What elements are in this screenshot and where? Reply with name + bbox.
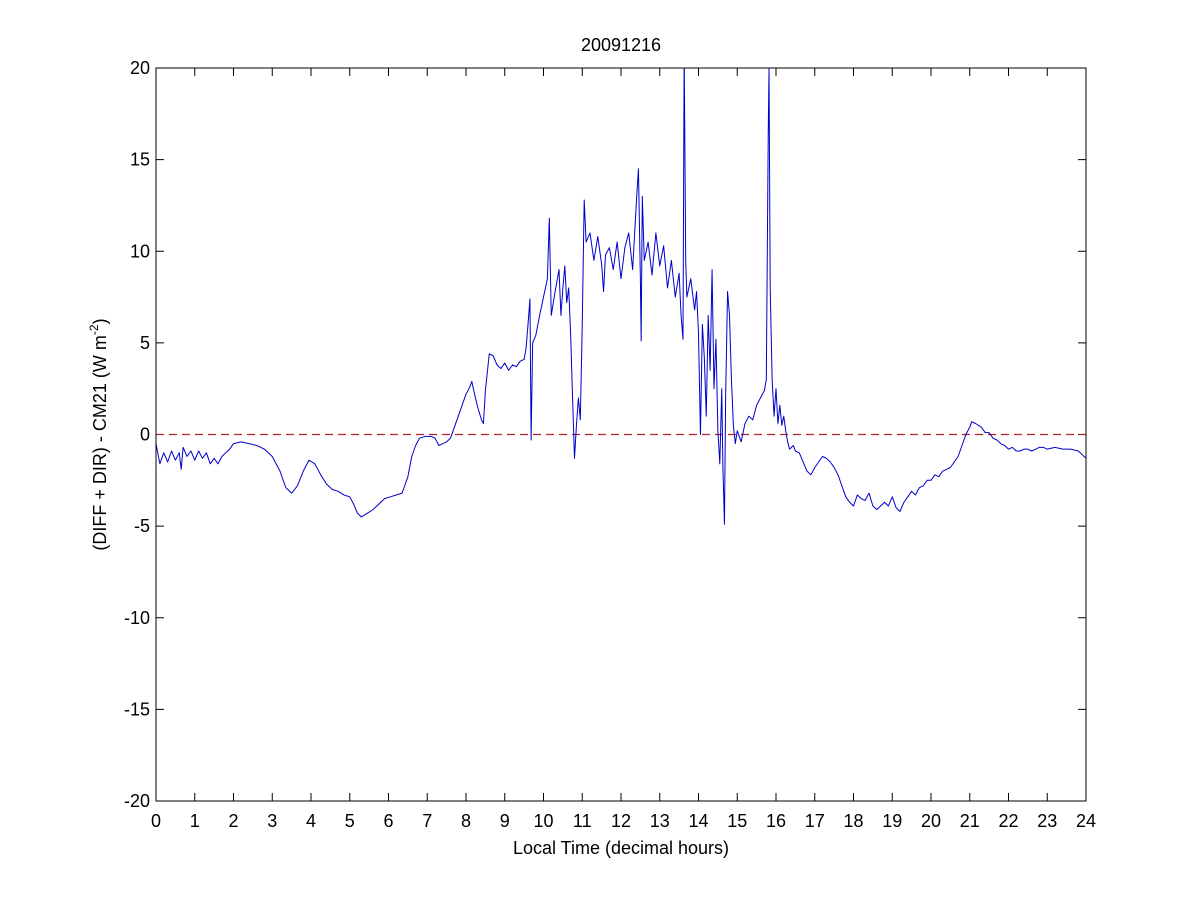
x-tick-label: 13 bbox=[650, 811, 670, 831]
x-tick-label: 4 bbox=[306, 811, 316, 831]
x-tick-label: 18 bbox=[843, 811, 863, 831]
x-axis-ticks: 0 1 2 3 4 5 6 7 8 9 10 11 12 13 14 15 16 17 18 19 20 21 22 23 24 bbox=[151, 68, 1096, 831]
x-tick-label: 5 bbox=[345, 811, 355, 831]
series-layer bbox=[156, 68, 1086, 525]
y-tick-label: 15 bbox=[130, 150, 150, 170]
x-tick-label: 7 bbox=[422, 811, 432, 831]
y-tick-label: -20 bbox=[124, 791, 150, 811]
x-tick-label: 9 bbox=[500, 811, 510, 831]
x-tick-label: 11 bbox=[573, 811, 592, 831]
x-tick-label: 15 bbox=[727, 811, 747, 831]
y-axis-title-prefix: (DIFF + DIR) - CM21 (W m bbox=[90, 335, 110, 550]
x-tick-label: 20 bbox=[921, 811, 941, 831]
y-tick-label: -5 bbox=[134, 516, 150, 536]
x-tick-label: 12 bbox=[611, 811, 631, 831]
x-tick-label: 10 bbox=[533, 811, 553, 831]
y-axis-title-suffix: ) bbox=[90, 318, 110, 324]
x-tick-label: 17 bbox=[805, 811, 825, 831]
x-tick-label: 6 bbox=[383, 811, 393, 831]
y-tick-label: 20 bbox=[130, 58, 150, 78]
y-tick-label: 0 bbox=[140, 425, 150, 445]
x-tick-label: 16 bbox=[766, 811, 786, 831]
x-tick-label: 21 bbox=[960, 811, 980, 831]
x-tick-label: 14 bbox=[688, 811, 708, 831]
x-tick-label: 8 bbox=[461, 811, 471, 831]
y-tick-label: 10 bbox=[130, 241, 150, 261]
x-tick-label: 2 bbox=[228, 811, 238, 831]
y-axis-title: (DIFF + DIR) - CM21 (W m-2) bbox=[87, 318, 110, 550]
x-tick-label: 1 bbox=[190, 811, 200, 831]
y-axis-title-superscript: -2 bbox=[87, 324, 101, 335]
y-tick-label: -15 bbox=[124, 699, 150, 719]
x-axis-title: Local Time (decimal hours) bbox=[513, 838, 729, 858]
plot-frame bbox=[155, 67, 1087, 802]
y-tick-label: -10 bbox=[124, 608, 150, 628]
x-tick-label: 24 bbox=[1076, 811, 1096, 831]
y-tick-label: 5 bbox=[140, 333, 150, 353]
y-axis-ticks: -20 -15 -10 -5 0 5 10 15 20 bbox=[124, 58, 1086, 811]
x-tick-label: 0 bbox=[151, 811, 161, 831]
series-line-0 bbox=[156, 68, 1086, 525]
plot-background bbox=[156, 68, 1086, 801]
x-tick-label: 3 bbox=[267, 811, 277, 831]
x-tick-label: 23 bbox=[1037, 811, 1057, 831]
x-tick-label: 22 bbox=[998, 811, 1018, 831]
chart-title: 20091216 bbox=[581, 35, 661, 55]
x-tick-label: 19 bbox=[882, 811, 902, 831]
